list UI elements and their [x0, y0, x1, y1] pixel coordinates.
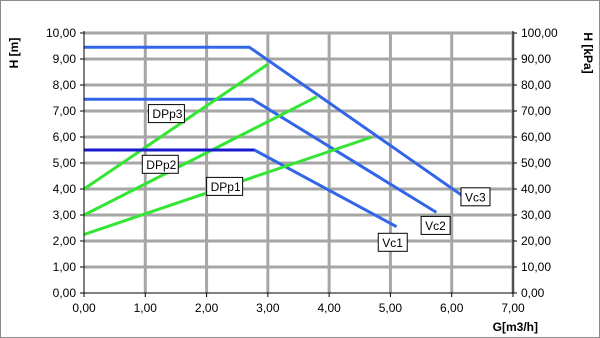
series-label-text: DPp3: [152, 107, 182, 121]
y-tick-label-right: 90,00: [521, 52, 551, 66]
series-label-text: DPp2: [146, 158, 176, 172]
y-tick-label-left: 0,00: [53, 286, 77, 300]
series-labels: DPp3 DPp2 DPp1 Vc1 Vc2 Vc3: [141, 104, 491, 252]
series-label-box: [206, 176, 244, 196]
y-tick-label-left: 8,00: [53, 78, 77, 92]
y-tick-label-right: 0,00: [521, 286, 545, 300]
series-label-text: DPp1: [211, 180, 241, 194]
series-line-dpp3: [83, 62, 269, 191]
y-axis-title-left: H [m]: [7, 38, 21, 69]
x-tick-label: 1,00: [134, 301, 158, 315]
y-tick-label-left: 1,00: [53, 260, 77, 274]
y-axis-title-right: H [kPa]: [581, 32, 595, 73]
series-label-vc3: Vc3: [460, 187, 491, 207]
series-label-text: Vc2: [425, 219, 446, 233]
series-line-dpp2: [83, 95, 318, 217]
tick-labels: 0,00 1,00 2,00 3,00 4,00 5,00 6,00 7,00 8,00 9,00…: [46, 26, 558, 315]
series-label-box: [420, 215, 451, 235]
series-label-box: [377, 232, 408, 252]
y-tick-label-left: 7,00: [53, 104, 77, 118]
series-label-box: [460, 187, 491, 207]
series-label-dpp2: DPp2: [141, 154, 179, 174]
series-label-dpp1: DPp1: [206, 176, 244, 196]
series-layer: [83, 45, 465, 236]
y-tick-label-right: 20,00: [521, 234, 551, 248]
y-tick-label-right: 30,00: [521, 208, 551, 222]
x-tick-label: 0,00: [72, 301, 96, 315]
series-label-vc1: Vc1: [377, 232, 408, 252]
x-tick-label: 2,00: [195, 301, 219, 315]
y-tick-label-left: 9,00: [53, 52, 77, 66]
x-tick-label: 4,00: [317, 301, 341, 315]
x-tick-label: 7,00: [501, 301, 525, 315]
y-tick-label-left: 5,00: [53, 156, 77, 170]
x-tick-label: 6,00: [440, 301, 464, 315]
x-axis-title: G[m3/h]: [493, 320, 538, 334]
series-label-box: [147, 104, 185, 124]
y-tick-label-right: 60,00: [521, 130, 551, 144]
y-tick-label-right: 80,00: [521, 78, 551, 92]
series-label-vc2: Vc2: [420, 215, 451, 235]
y-tick-label-right: 70,00: [521, 104, 551, 118]
x-tick-label: 3,00: [256, 301, 280, 315]
y-tick-label-right: 40,00: [521, 182, 551, 196]
axes: [80, 31, 517, 297]
y-tick-label-left: 6,00: [53, 130, 77, 144]
series-label-text: Vc3: [465, 190, 486, 204]
series-line-vc2: [84, 97, 438, 214]
y-tick-label-right: 50,00: [521, 156, 551, 170]
series-label-text: Vc1: [382, 236, 403, 250]
y-tick-label-right: 100,00: [521, 26, 558, 40]
y-tick-label-left: 4,00: [53, 182, 77, 196]
grid: [84, 31, 515, 293]
series-label-dpp3: DPp3: [147, 104, 185, 124]
y-tick-label-left: 3,00: [53, 208, 77, 222]
y-tick-label-right: 10,00: [521, 260, 551, 274]
y-tick-label-left: 2,00: [53, 234, 77, 248]
series-label-box: [141, 154, 179, 174]
x-tick-label: 5,00: [379, 301, 403, 315]
y-tick-label-left: 10,00: [46, 26, 76, 40]
series-line-vc3: [84, 45, 465, 199]
